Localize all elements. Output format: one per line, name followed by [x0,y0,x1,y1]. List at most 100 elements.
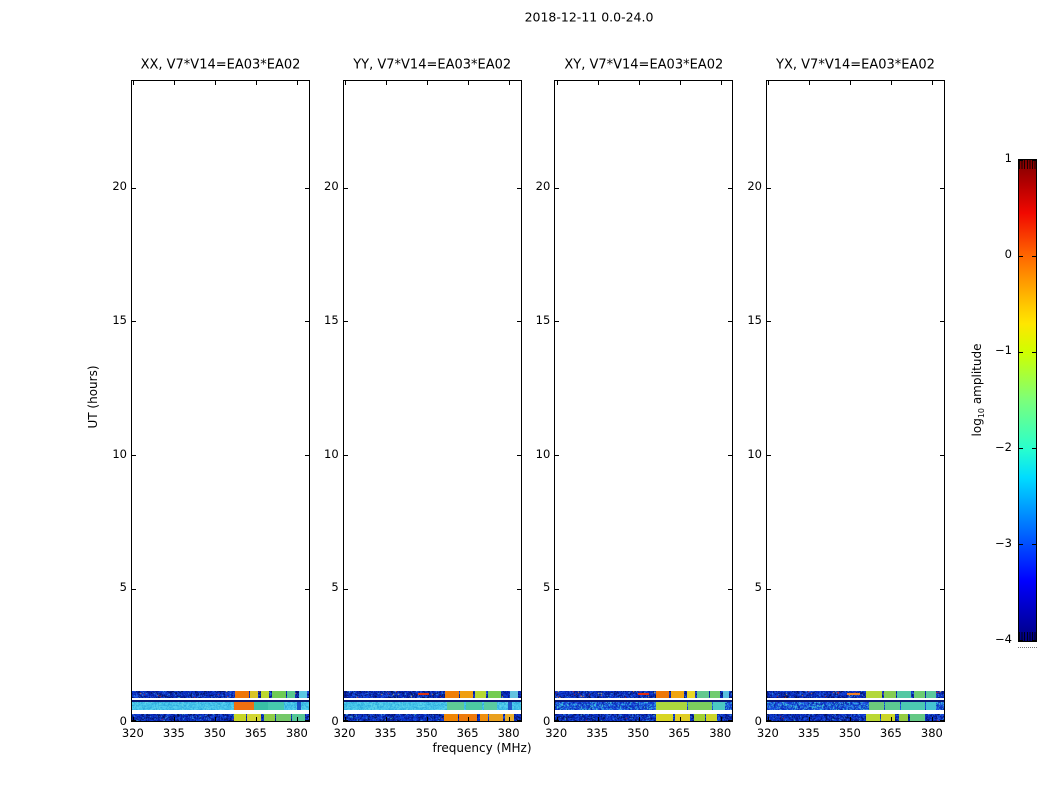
x-tick-bottom [386,717,388,721]
x-tick-label: 320 [756,726,779,740]
x-tick-label: 350 [838,726,861,740]
heatmap-patch [479,714,488,722]
y-tick-label: 10 [747,446,762,461]
colorbar-tick-left [1019,448,1023,450]
colorbar-hatch-bottom [1019,632,1036,641]
heatmap-patch [696,690,709,698]
x-tick-top [720,81,722,85]
heatmap-patch [670,690,685,698]
panel-xx [131,80,310,722]
panel-title-xx: XX, V7*V14=EA03*EA02 [140,57,301,73]
colorbar-label-amplitude: amplitude [969,343,984,408]
colorbar-hatch-top [1019,160,1036,169]
y-axis-label: UT (hours) [86,365,100,429]
y-tick-label: 5 [119,580,127,595]
y-tick-right [940,321,944,323]
heatmap-patch [868,702,884,710]
y-tick-label: 15 [324,312,339,327]
heatmap-patch [898,714,909,722]
colorbar-gradient [1019,160,1036,641]
heatmap-patch [254,702,268,710]
x-tick-top [174,81,176,85]
y-tick-right [516,187,521,189]
heatmap-patch [267,702,285,710]
heatmap-band-yx-3 [767,714,944,722]
colorbar-tick-left [1019,160,1023,161]
x-tick-top [850,81,852,85]
heatmap-patch [445,690,459,698]
heatmap-band-yx-2 [767,702,944,710]
heatmap-patch [880,714,895,722]
colorbar-label-log: log [969,418,984,437]
heatmap-rfi-dash [418,693,429,695]
x-tick-top [133,81,135,85]
colorbar-label-sub: 10 [977,407,987,419]
x-tick-label: 365 [879,726,902,740]
y-tick-label: 15 [747,312,762,327]
x-tick-label: 350 [627,726,650,740]
y-tick-label: 20 [112,179,127,193]
x-tick-top [932,81,934,85]
x-tick-bottom [133,717,135,721]
heatmap-patch [655,714,674,722]
heatmap-patch [459,714,477,722]
x-tick-bottom [768,717,770,721]
heatmap-band-xx-0 [132,690,309,698]
y-tick-left [555,720,560,721]
x-tick-label: 335 [586,726,609,740]
y-tick-right [305,455,309,456]
y-tick-left [767,321,771,323]
y-tick-label: 5 [331,580,339,595]
x-tick-label: 320 [545,726,568,740]
heatmap-patch [271,690,286,698]
y-tick-left [132,720,136,721]
y-tick-label: 15 [112,312,127,327]
colorbar-tick-right [1032,255,1036,257]
y-tick-left [132,588,136,590]
y-tick-label: 0 [119,714,127,728]
x-tick-bottom [345,717,347,721]
heatmap-patch [235,690,249,698]
y-tick-left [343,455,348,456]
y-tick-label: 0 [542,714,551,728]
x-tick-label: 365 [244,726,267,740]
heatmap-band-yy-3 [343,714,521,722]
heatmap-patch [693,714,705,722]
heatmap-patch [712,702,726,710]
x-tick-label: 350 [415,726,438,740]
colorbar-label: log10 amplitude [970,344,986,437]
x-tick-top [215,81,217,85]
heatmap-patch [909,714,925,722]
y-tick-label: 10 [112,446,127,461]
heatmap-rfi-dash [637,693,649,695]
y-tick-right [728,720,733,721]
heatmap-patch [897,690,911,698]
heatmap-patch [460,690,473,698]
x-tick-label: 365 [456,726,479,740]
x-tick-bottom [809,717,811,721]
heatmap-patch [706,714,718,722]
colorbar-underflow-dots [1018,647,1037,648]
y-tick-label: 10 [535,446,551,461]
heatmap-patch [913,690,925,698]
x-tick-bottom [215,717,217,721]
x-tick-label: 335 [374,726,397,740]
y-tick-left [555,455,560,456]
x-tick-top [768,81,770,85]
y-tick-right [305,321,309,323]
heatmap-patch [687,690,696,698]
heatmap-dark-line [767,700,944,703]
colorbar [1018,159,1037,642]
x-tick-bottom [509,717,511,721]
x-tick-label: 335 [162,726,185,740]
y-tick-right [940,187,944,189]
x-tick-bottom [468,717,470,721]
x-tick-top [468,81,470,85]
heatmap-patch [292,714,305,722]
colorbar-tick-left [1019,640,1023,641]
y-tick-label: 10 [324,446,339,461]
y-tick-left [767,720,771,721]
heatmap-patch [722,690,730,698]
x-tick-bottom [932,717,934,721]
heatmap-patch [508,702,513,710]
